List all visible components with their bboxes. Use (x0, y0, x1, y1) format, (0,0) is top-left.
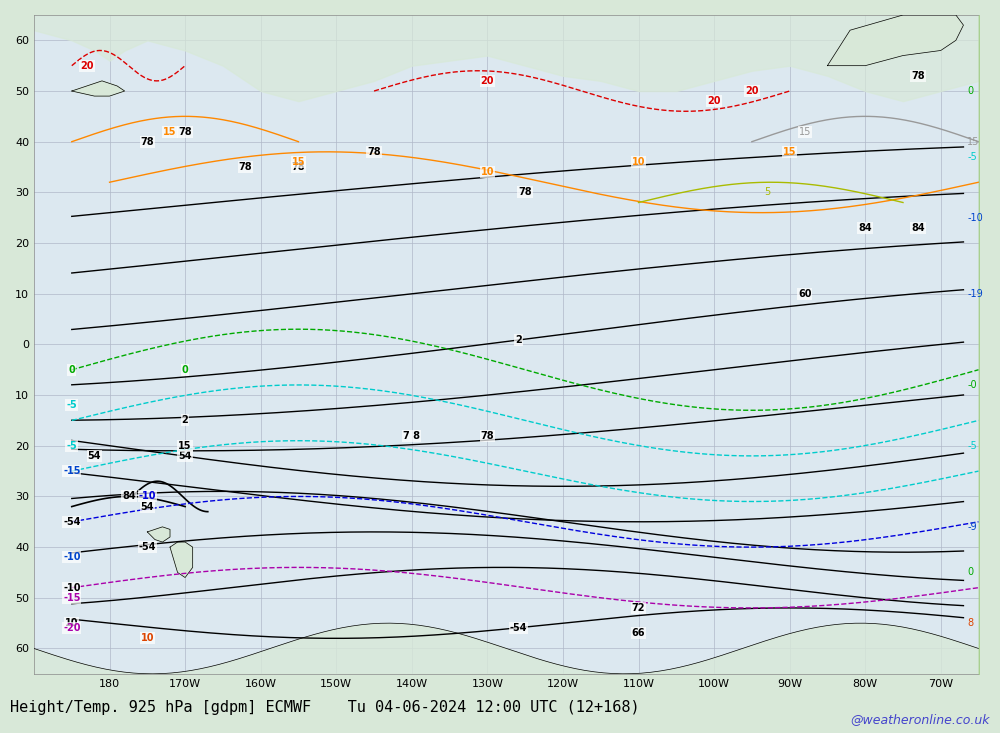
Text: -54: -54 (510, 623, 527, 633)
Text: 15: 15 (783, 147, 796, 157)
Text: 20: 20 (707, 96, 721, 106)
Polygon shape (827, 15, 963, 66)
Text: -15: -15 (63, 593, 81, 603)
Text: 0: 0 (967, 86, 973, 96)
Text: 2: 2 (515, 335, 522, 345)
Text: 20: 20 (745, 86, 759, 96)
Text: 0: 0 (967, 567, 973, 578)
Text: 2: 2 (182, 416, 188, 425)
Text: -5: -5 (66, 441, 77, 451)
Text: -5: -5 (66, 400, 77, 410)
Text: 7 8: 7 8 (403, 430, 420, 441)
Text: -19: -19 (967, 289, 983, 299)
Text: 78: 78 (141, 136, 154, 147)
Text: 15: 15 (292, 157, 305, 167)
Text: 10: 10 (632, 157, 645, 167)
Text: -10: -10 (63, 583, 81, 593)
Text: -9: -9 (967, 522, 977, 532)
Text: 60: 60 (798, 289, 812, 299)
Text: 66: 66 (632, 628, 645, 638)
Text: 78: 78 (239, 162, 252, 172)
Text: -0: -0 (967, 380, 977, 390)
Text: 54: 54 (88, 451, 101, 461)
Text: 78: 78 (292, 162, 305, 172)
Text: 0: 0 (182, 365, 188, 375)
Text: 5: 5 (764, 188, 770, 197)
Text: -5: -5 (967, 152, 977, 162)
Text: 84: 84 (911, 223, 925, 233)
Text: 72: 72 (632, 603, 645, 613)
Text: 15: 15 (799, 127, 811, 136)
Text: -54: -54 (63, 517, 81, 527)
Text: 10: 10 (65, 618, 79, 628)
Text: 0: 0 (68, 365, 75, 375)
Text: -20: -20 (63, 623, 81, 633)
Text: 20: 20 (481, 76, 494, 86)
Text: 54: 54 (141, 501, 154, 512)
Text: 78: 78 (367, 147, 381, 157)
Text: 84: 84 (122, 491, 136, 501)
Text: 10: 10 (141, 633, 154, 644)
Polygon shape (72, 81, 125, 96)
Polygon shape (147, 527, 170, 542)
Text: 78: 78 (518, 188, 532, 197)
Text: -10: -10 (139, 491, 156, 501)
Polygon shape (170, 542, 193, 578)
Text: 78: 78 (911, 71, 925, 81)
Text: 20: 20 (80, 61, 94, 70)
Text: -15: -15 (63, 466, 81, 476)
Text: 84: 84 (858, 223, 872, 233)
Text: @weatheronline.co.uk: @weatheronline.co.uk (850, 712, 990, 726)
Text: 78: 78 (481, 430, 494, 441)
Text: -5: -5 (967, 441, 977, 451)
Text: 8: 8 (967, 618, 973, 628)
Text: 15: 15 (178, 441, 192, 451)
Text: -10: -10 (967, 213, 983, 223)
Text: 15: 15 (967, 136, 980, 147)
Text: -54: -54 (139, 542, 156, 552)
Text: 78: 78 (178, 127, 192, 136)
Text: 10: 10 (481, 167, 494, 177)
Text: 54: 54 (178, 451, 192, 461)
Text: 15: 15 (163, 127, 177, 136)
Text: -10: -10 (63, 552, 81, 562)
Text: Height/Temp. 925 hPa [gdpm] ECMWF    Tu 04-06-2024 12:00 UTC (12+168): Height/Temp. 925 hPa [gdpm] ECMWF Tu 04-… (10, 700, 640, 715)
